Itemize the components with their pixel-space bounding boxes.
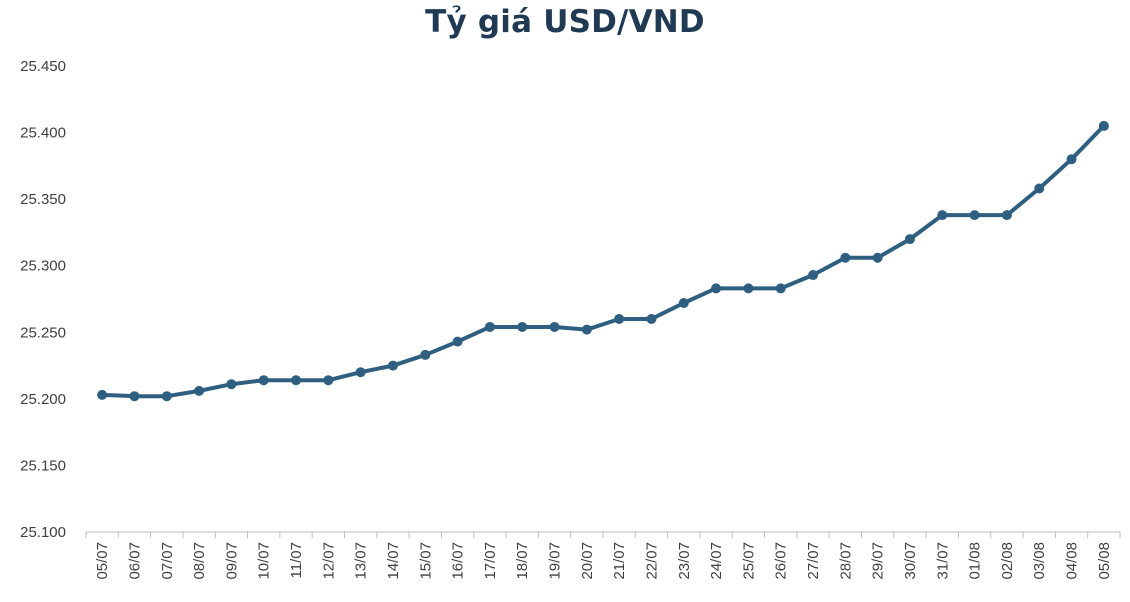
x-tick-label: 08/07: [191, 542, 208, 580]
data-point: [129, 391, 140, 402]
x-tick-label: 06/07: [126, 542, 143, 580]
x-tick-label: 17/07: [482, 542, 499, 580]
x-tick-label: 24/07: [708, 542, 725, 580]
data-point: [1098, 120, 1109, 131]
x-tick-label: 16/07: [450, 542, 467, 580]
x-tick-label: 03/08: [1031, 542, 1048, 580]
data-point: [775, 283, 786, 294]
data-point: [355, 367, 366, 378]
x-tick-label: 18/07: [514, 542, 531, 580]
x-tick-label: 09/07: [223, 542, 240, 580]
x-tick-label: 30/07: [902, 542, 919, 580]
chart-title: Tỷ giá USD/VND: [425, 4, 705, 40]
data-point: [258, 375, 269, 386]
y-tick-label: 25.200: [20, 391, 66, 408]
y-tick-label: 25.150: [20, 457, 66, 474]
data-point: [646, 313, 657, 324]
y-tick-label: 25.350: [20, 191, 66, 208]
data-point: [484, 321, 495, 332]
x-tick-label: 02/08: [999, 542, 1016, 580]
data-point: [969, 210, 980, 221]
data-point: [711, 283, 722, 294]
x-tick-label: 27/07: [805, 542, 822, 580]
data-series: [97, 120, 1109, 402]
y-tick-label: 25.300: [20, 258, 66, 275]
x-tick-label: 19/07: [547, 542, 564, 580]
x-tick-label: 15/07: [417, 542, 434, 580]
x-tick-label: 22/07: [643, 542, 660, 580]
data-point: [1066, 154, 1077, 165]
data-point: [387, 360, 398, 371]
data-point: [840, 252, 851, 263]
x-tick-label: 01/08: [967, 542, 984, 580]
data-point: [549, 321, 560, 332]
x-tick-label: 07/07: [159, 542, 176, 580]
x-tick-label: 26/07: [773, 542, 790, 580]
data-point: [97, 389, 108, 400]
x-tick-label: 05/07: [94, 542, 111, 580]
data-point: [808, 270, 819, 281]
x-tick-label: 25/07: [740, 542, 757, 580]
x-tick-label: 14/07: [385, 542, 402, 580]
x-tick-label: 05/08: [1096, 542, 1113, 580]
data-point: [678, 297, 689, 308]
data-point: [517, 321, 528, 332]
data-point: [420, 349, 431, 360]
y-axis-ticks: 25.100 25.150 25.200 25.250 25.300 25.350 25.4…: [20, 58, 66, 541]
x-axis: 05/07 06/07 07/07 08/07 09/07 10/07 11/07 12/07…: [85, 531, 1121, 580]
x-tick-label: 28/07: [837, 542, 854, 580]
x-tick-label: 04/08: [1064, 542, 1081, 580]
x-tick-label: 12/07: [320, 542, 337, 580]
data-point: [194, 385, 205, 396]
data-point: [614, 313, 625, 324]
x-tick-label: 11/07: [288, 542, 305, 578]
x-tick-label: 23/07: [676, 542, 693, 580]
x-tick-label: 31/07: [934, 542, 951, 580]
data-point: [226, 379, 237, 390]
y-tick-label: 25.400: [20, 125, 66, 142]
data-point: [1001, 210, 1012, 221]
y-tick-label: 25.250: [20, 324, 66, 341]
data-point: [1034, 183, 1045, 194]
data-point: [872, 252, 883, 263]
data-point: [581, 324, 592, 335]
y-tick-label: 25.100: [20, 524, 66, 541]
x-tick-label: 13/07: [353, 542, 370, 580]
y-tick-label: 25.450: [20, 58, 66, 75]
data-point: [937, 210, 948, 221]
data-point: [452, 336, 463, 347]
data-point: [323, 375, 334, 386]
x-tick-label: 29/07: [870, 542, 887, 580]
x-tick-label: 10/07: [256, 542, 273, 580]
x-tick-label: 21/07: [611, 542, 628, 580]
series-line: [100, 123, 1106, 399]
x-tick-label: 20/07: [579, 542, 596, 580]
data-point: [161, 391, 172, 402]
data-point: [743, 283, 754, 294]
data-point: [904, 234, 915, 245]
data-point: [291, 375, 302, 386]
